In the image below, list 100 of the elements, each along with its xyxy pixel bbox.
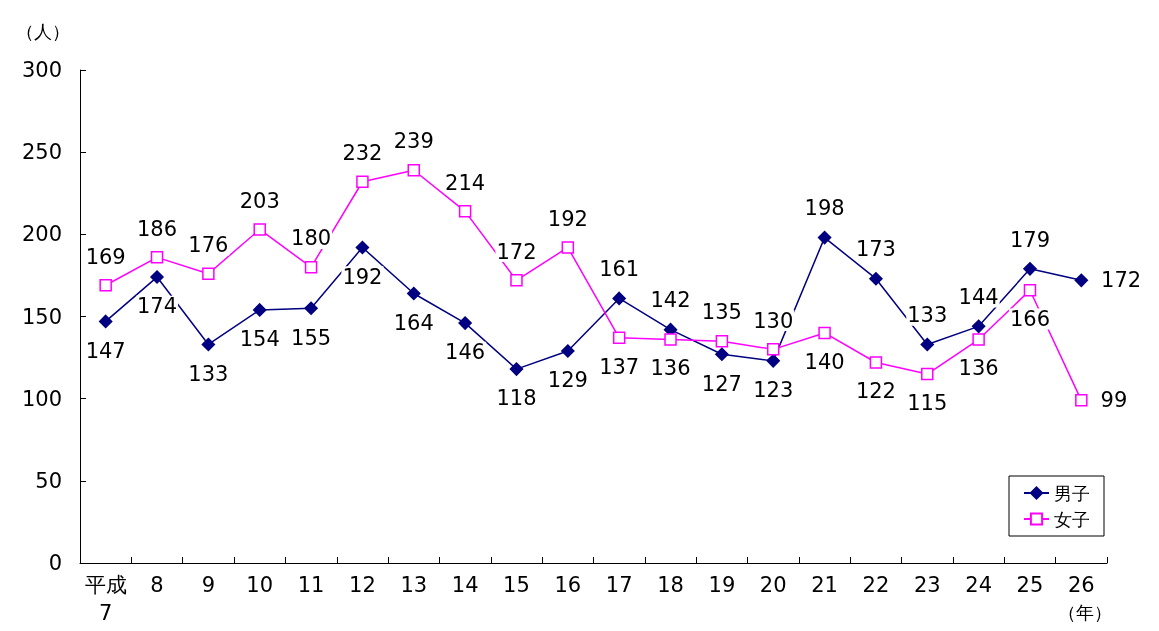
point: [98, 314, 113, 329]
point: [458, 316, 472, 330]
x-tick-label: 16: [554, 573, 582, 597]
data-label: 154: [239, 327, 280, 352]
data-label: 129: [547, 368, 588, 393]
data-label: 239: [393, 129, 434, 154]
data-label: 135: [701, 300, 742, 325]
x-tick-label: 26: [1067, 573, 1095, 597]
x-tick-label: 10: [246, 573, 274, 597]
data-label: 146: [445, 340, 486, 365]
data-label: 161: [599, 257, 640, 282]
data-label: 136: [958, 356, 999, 381]
point: [150, 251, 164, 264]
point: [356, 175, 369, 188]
point: [1074, 273, 1089, 288]
x-tick-label: 22: [862, 573, 890, 597]
point: [972, 333, 985, 346]
legend-label: 男子: [1054, 482, 1090, 504]
point: [921, 367, 934, 381]
data-label: 198: [804, 196, 845, 221]
data-label: 174: [136, 294, 178, 319]
data-label: 203: [239, 188, 280, 213]
point: [407, 286, 421, 301]
point: [1023, 262, 1037, 276]
point: [766, 343, 780, 356]
data-label: 144: [958, 285, 999, 310]
x-tick-label: 19: [708, 573, 736, 597]
data-label: 166: [1009, 306, 1051, 331]
x-tick-label: 平成 7: [84, 573, 127, 625]
point: [869, 356, 883, 369]
x-tick-label: 13: [400, 573, 428, 597]
point: [715, 334, 729, 348]
data-label: 142: [650, 288, 691, 313]
data-label: 155: [291, 325, 332, 350]
data-label: 192: [547, 206, 588, 231]
x-tick-label: 8: [150, 573, 164, 597]
data-label: 130: [753, 308, 794, 333]
data-label: 136: [650, 356, 691, 381]
point: [509, 362, 524, 376]
y-axis-title: （人）: [16, 20, 70, 42]
point: [1075, 394, 1088, 407]
point: [252, 303, 267, 317]
y-tick-label: 50: [35, 468, 62, 493]
point: [818, 326, 831, 340]
point: [510, 274, 523, 287]
data-label: 122: [855, 379, 896, 404]
data-label: 186: [136, 216, 178, 241]
point: [202, 267, 215, 281]
data-label: 176: [188, 233, 229, 258]
x-tick-label: 12: [349, 573, 376, 597]
x-tick-label: 17: [605, 573, 633, 597]
point: [817, 230, 832, 245]
point: [304, 260, 318, 274]
point: [612, 331, 626, 345]
data-label: 214: [445, 170, 486, 195]
y-tick-label: 150: [21, 304, 62, 329]
y-tick-label: 100: [21, 386, 62, 411]
point: [869, 271, 883, 286]
data-label: 115: [907, 390, 948, 415]
data-label: 127: [701, 371, 742, 396]
point: [561, 344, 575, 358]
data-label: 140: [804, 349, 845, 374]
point: [253, 223, 266, 236]
data-label: 123: [753, 378, 794, 403]
data-label: 179: [1009, 227, 1051, 252]
point: [304, 301, 318, 316]
y-tick-label: 300: [21, 58, 62, 82]
x-tick-label: 18: [657, 573, 684, 597]
data-label: 232: [342, 141, 383, 165]
data-label: 180: [291, 226, 332, 251]
point: [612, 291, 626, 306]
point: [150, 270, 164, 284]
y-tick-label: 0: [48, 551, 62, 575]
point: [715, 347, 729, 362]
data-label: 147: [85, 338, 126, 363]
point: [561, 241, 575, 254]
data-label: 137: [599, 354, 640, 379]
data-label: 173: [855, 237, 896, 262]
data-label: 172: [1101, 268, 1142, 293]
x-tick-label: 14: [451, 573, 479, 597]
point: [920, 337, 935, 352]
point: [1023, 283, 1037, 297]
point: [407, 163, 421, 177]
x-tick-label: 23: [913, 573, 941, 597]
x-axis-title: （年）: [1058, 601, 1112, 623]
point: [355, 240, 370, 255]
data-label: 118: [496, 386, 537, 411]
x-tick-label: 11: [297, 573, 325, 597]
point: [201, 337, 216, 352]
y-tick-label: 250: [21, 140, 62, 165]
point: [766, 354, 780, 368]
data-label: 99: [1100, 388, 1128, 413]
y-tick-label: 200: [21, 222, 62, 247]
x-tick-label: 15: [503, 573, 530, 597]
data-label: 164: [393, 310, 434, 335]
x-tick-label: 20: [759, 573, 787, 597]
data-label: 133: [907, 303, 948, 328]
x-tick-label: 21: [811, 573, 838, 597]
point: [99, 279, 112, 292]
point: [971, 319, 986, 334]
